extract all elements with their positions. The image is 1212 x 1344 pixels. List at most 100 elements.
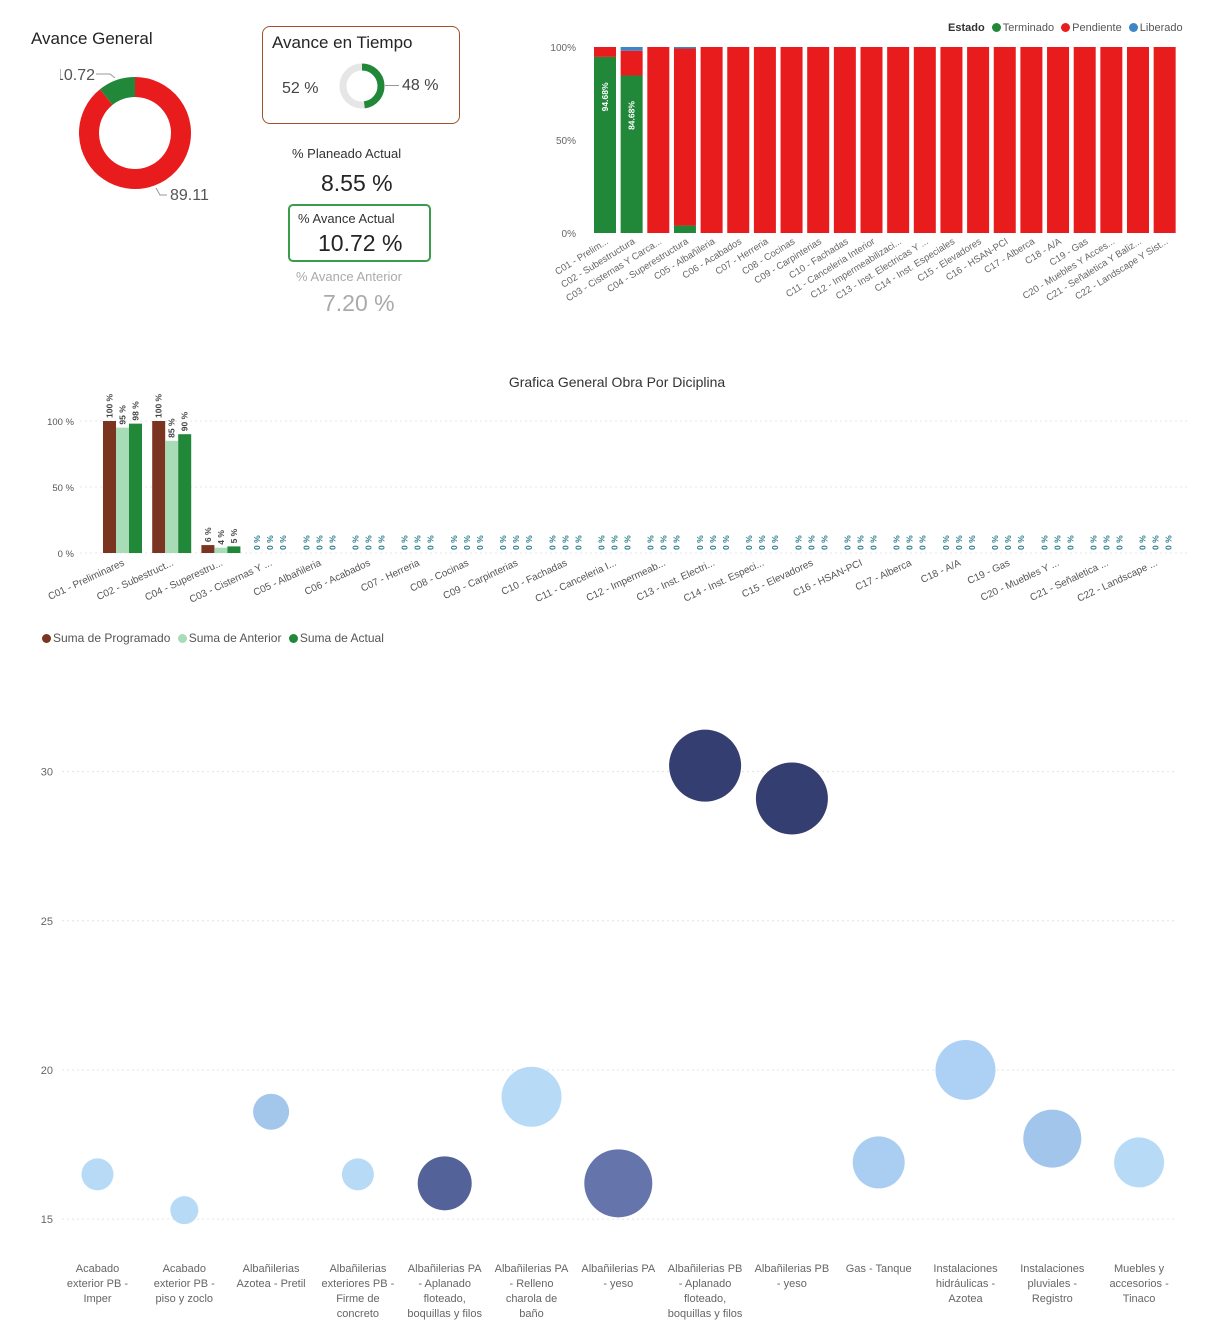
actual-label: % Avance Actual xyxy=(298,211,395,226)
obra-data-label: 0 % xyxy=(869,535,879,550)
estado-data-label: 84.68% xyxy=(627,101,637,130)
estado-bar-pendiente xyxy=(620,50,643,76)
obra-data-label: 0 % xyxy=(646,535,656,550)
estado-bar-liberado xyxy=(673,47,696,49)
actual-value: 10.72 % xyxy=(318,230,403,256)
bubble-x-tick: Instalaciones hidráulicas -Azotea xyxy=(933,1263,998,1305)
obra-data-label: 0 % xyxy=(1115,535,1125,550)
legend-actual[interactable]: Suma de Actual xyxy=(299,631,384,645)
obra-data-label: 0 % xyxy=(892,535,902,550)
obra-data-label: 0 % xyxy=(1052,535,1062,550)
estado-bar-terminado xyxy=(594,56,616,233)
obra-data-label: 6 % xyxy=(203,527,213,542)
bubble-x-tick: Gas - Tanque xyxy=(846,1263,912,1275)
obra-data-label: 0 % xyxy=(744,535,754,550)
bubble-point xyxy=(669,729,742,802)
obra-data-label: 0 % xyxy=(1003,535,1013,550)
obra-bar-actual xyxy=(178,434,192,553)
obra-data-label: 90 % xyxy=(180,411,190,431)
estado-bar-pendiente xyxy=(860,47,883,233)
bubble-point xyxy=(341,1158,374,1191)
bubble-point xyxy=(935,1039,996,1100)
obra-bar-anterior xyxy=(214,547,228,553)
bubble-x-tick: Albañilerias PB - Aplanado floteado, boquil… xyxy=(668,1263,743,1320)
estado-bar-pendiente xyxy=(727,47,750,233)
legend-pendiente[interactable]: Pendiente xyxy=(1072,22,1122,34)
obra-bar-chart[interactable]: Grafica General Obra Por Diciplina 100 % 5… xyxy=(0,360,1212,630)
legend-liberado[interactable]: Liberado xyxy=(1139,22,1183,34)
obra-data-label: 98 % xyxy=(131,401,141,421)
estado-y-tick: 100% xyxy=(550,43,576,54)
obra-bar-programado xyxy=(201,545,215,553)
legend-dot-pendiente xyxy=(1061,23,1071,32)
estado-bar-pendiente xyxy=(780,47,803,233)
donut-slice-pendiente xyxy=(79,77,191,189)
obra-data-label: 85 % xyxy=(167,418,177,438)
estado-bar-pendiente xyxy=(1127,47,1149,233)
obra-data-label: 0 % xyxy=(301,535,311,550)
obra-data-label: 0 % xyxy=(806,535,816,550)
estado-y-tick: 50% xyxy=(556,136,576,147)
donut-slice-terminado xyxy=(100,77,136,106)
obra-data-label: 100 % xyxy=(105,393,115,418)
planeado-label: % Planeado Actual xyxy=(292,146,402,161)
bubble-point xyxy=(170,1196,199,1225)
obra-data-label: 95 % xyxy=(118,405,128,425)
obra-chart-title: Grafica General Obra Por Diciplina xyxy=(509,374,726,390)
tiempo-donut xyxy=(339,63,385,109)
obra-data-label: 0 % xyxy=(426,535,436,550)
obra-data-label: 5 % xyxy=(229,528,239,543)
avance-tiempo-card[interactable]: Avance en Tiempo 52 % 48 % xyxy=(262,26,460,124)
bubble-x-tick: Muebles y accesorios -Tinaco xyxy=(1109,1263,1169,1305)
obra-data-label: 0 % xyxy=(1089,535,1099,550)
estado-bar-pendiente xyxy=(1047,47,1070,233)
bubble-x-tick: Albañilerias Azotea - Pretil xyxy=(237,1263,306,1290)
estado-bar-pendiente xyxy=(967,47,990,233)
obra-bar-programado xyxy=(103,421,116,553)
legend-programado[interactable]: Suma de Programado xyxy=(53,631,171,645)
obra-data-label: 0 % xyxy=(918,535,928,550)
bubble-point xyxy=(1023,1109,1082,1168)
estado-bar-pendiente xyxy=(1100,47,1123,233)
bubble-point xyxy=(417,1156,472,1211)
obra-data-label: 0 % xyxy=(1138,535,1148,550)
obra-data-label: 0 % xyxy=(560,535,570,550)
bubble-point xyxy=(852,1136,905,1189)
obra-data-label: 0 % xyxy=(351,535,361,550)
obra-x-tick: C11 - Canceleria I... xyxy=(534,558,619,605)
avance-general-donut[interactable]: 10.72 89.11 xyxy=(60,60,230,210)
legend-terminado[interactable]: Terminado xyxy=(1002,22,1055,34)
estado-bar-liberado xyxy=(620,47,643,51)
obra-data-label: 0 % xyxy=(314,535,324,550)
obra-data-label: 100 % xyxy=(154,393,164,418)
obra-data-label: 0 % xyxy=(462,535,472,550)
obra-data-label: 0 % xyxy=(659,535,669,550)
estado-bar-pendiente xyxy=(940,47,963,233)
legend-dot-actual xyxy=(288,634,298,643)
obra-data-label: 0 % xyxy=(252,535,262,550)
avance-actual-card[interactable]: % Avance Actual 10.72 % xyxy=(288,204,431,262)
legend-anterior[interactable]: Suma de Anterior xyxy=(188,631,282,645)
bubble-point xyxy=(253,1093,290,1130)
bubble-scatter-chart[interactable]: 15 20 25 30 Acabado exterior PB -Imper Acabado… xyxy=(0,690,1212,1344)
obra-data-label: 4 % xyxy=(216,530,226,545)
obra-data-label: 0 % xyxy=(475,535,485,550)
obra-y-tick: 50 % xyxy=(52,483,74,494)
estado-bar-pendiente xyxy=(913,47,936,233)
estado-bar-pendiente xyxy=(700,47,723,233)
obra-data-label: 0 % xyxy=(1065,535,1075,550)
obra-data-label: 0 % xyxy=(610,535,620,550)
obra-data-label: 0 % xyxy=(524,535,534,550)
obra-data-label: 0 % xyxy=(954,535,964,550)
obra-data-label: 0 % xyxy=(843,535,853,550)
estado-stacked-chart[interactable]: 100%50%0%C01 - Prelim...C02 - Subestruct… xyxy=(0,0,1212,330)
bubble-point xyxy=(501,1066,562,1127)
obra-x-tick: C03 - Cisternas Y ... xyxy=(188,558,274,606)
estado-bar-pendiente xyxy=(647,47,670,233)
bubble-point xyxy=(1114,1137,1165,1188)
obra-y-tick: 0 % xyxy=(58,549,75,560)
estado-bar-pendiente xyxy=(1153,47,1176,233)
obra-bar-actual xyxy=(129,423,142,553)
avance-tiempo-title: Avance en Tiempo xyxy=(272,33,413,52)
leader-line xyxy=(96,73,116,79)
